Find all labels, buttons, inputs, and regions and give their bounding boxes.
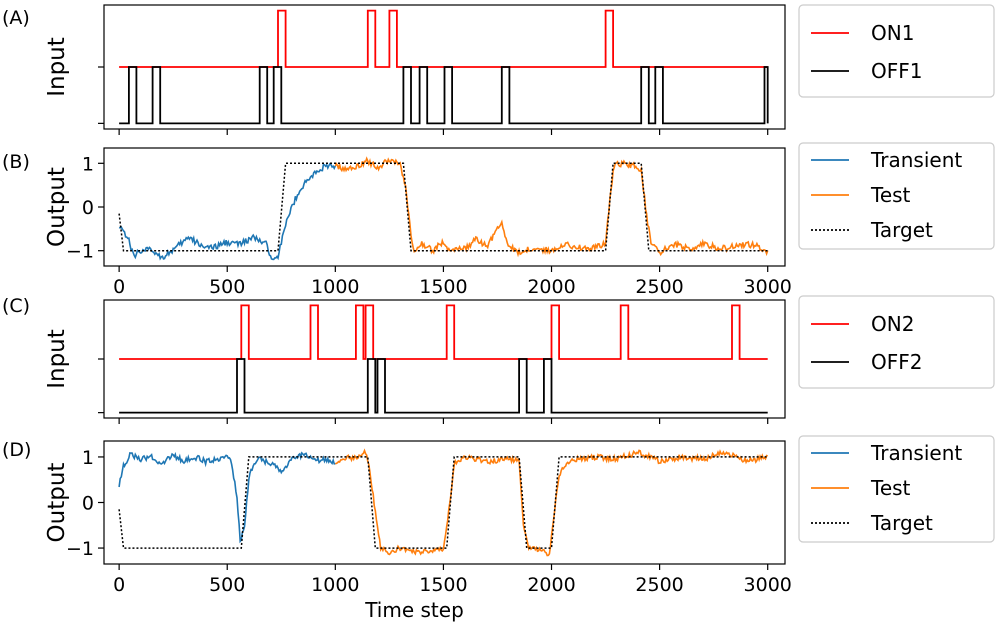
legend-box (798, 435, 995, 543)
y-tick-label: −1 (66, 241, 94, 263)
y-tick-label: 1 (82, 153, 94, 175)
legend-entry: OFF2 (871, 350, 922, 374)
x-tick-label: 500 (209, 276, 245, 298)
plot-area (118, 448, 768, 557)
x-tick-label: 2500 (635, 574, 683, 596)
series-test (335, 448, 768, 557)
legend-entry: Test (870, 183, 911, 207)
plot-area (119, 304, 768, 414)
series-transient (118, 451, 336, 544)
legend: ON2 OFF2 (798, 295, 995, 389)
y-axis-label: Output (44, 463, 70, 543)
y-tick-label: 0 (82, 493, 94, 515)
x-tick-label: 0 (113, 574, 125, 596)
x-tick-label: 2000 (527, 574, 575, 596)
series-off1 (119, 66, 769, 125)
legend-entry: Target (870, 218, 933, 242)
x-axis-label: Time step (364, 598, 464, 622)
x-tick-label: 1500 (419, 276, 467, 298)
panel-1: (B) Output 0 500 1000 1500 2000 2500 3000 −1 0 1 Tra… (2, 142, 995, 298)
series-transient (118, 162, 337, 261)
legend-entry: Target (870, 511, 933, 535)
y-axis-label: Output (44, 167, 70, 247)
x-tick-label: 0 (113, 276, 125, 298)
x-tick-label: 3000 (744, 276, 792, 298)
plot-area (118, 156, 769, 261)
series-target (118, 456, 768, 549)
legend: Transient Test Target (798, 142, 995, 250)
series-on1 (119, 9, 768, 68)
y-axis-label: Input (44, 37, 70, 97)
series-test (334, 156, 769, 258)
panel-label: (C) (2, 295, 30, 317)
panel-3: (D) Output 0 500 1000 1500 2000 2500 3000 −1 0 1 Tim… (2, 435, 995, 622)
x-tick-label: 1000 (311, 574, 359, 596)
legend-entry: ON2 (871, 312, 914, 336)
legend-entry: OFF1 (871, 59, 922, 83)
panel-2: (C) Input ON2 OFF2 (2, 295, 995, 424)
x-tick-label: 1000 (311, 276, 359, 298)
series-off2 (119, 358, 768, 414)
legend-box (798, 142, 995, 250)
legend-entry: Transient (870, 148, 962, 172)
legend-entry: Transient (870, 441, 962, 465)
legend-entry: ON1 (871, 21, 914, 45)
legend: Transient Test Target (798, 435, 995, 543)
x-tick-label: 2500 (635, 276, 683, 298)
legend-box (798, 4, 995, 98)
panel-0: (A) Input ON1 OFF1 (2, 4, 995, 135)
legend: ON1 OFF1 (798, 4, 995, 98)
panel-label: (B) (2, 151, 30, 173)
series-target (118, 162, 768, 252)
y-axis-label: Input (44, 329, 70, 389)
x-tick-label: 1500 (419, 574, 467, 596)
x-tick-label: 3000 (744, 574, 792, 596)
x-tick-label: 2000 (527, 276, 575, 298)
y-tick-label: 1 (82, 447, 94, 469)
legend-entry: Test (870, 476, 911, 500)
plot-area (119, 9, 769, 125)
panel-label: (A) (2, 7, 30, 29)
y-tick-label: 0 (82, 197, 94, 219)
panel-label: (D) (2, 439, 31, 461)
series-on2 (119, 304, 768, 360)
y-tick-label: −1 (66, 538, 94, 560)
legend-box (798, 295, 995, 389)
x-tick-label: 500 (209, 574, 245, 596)
